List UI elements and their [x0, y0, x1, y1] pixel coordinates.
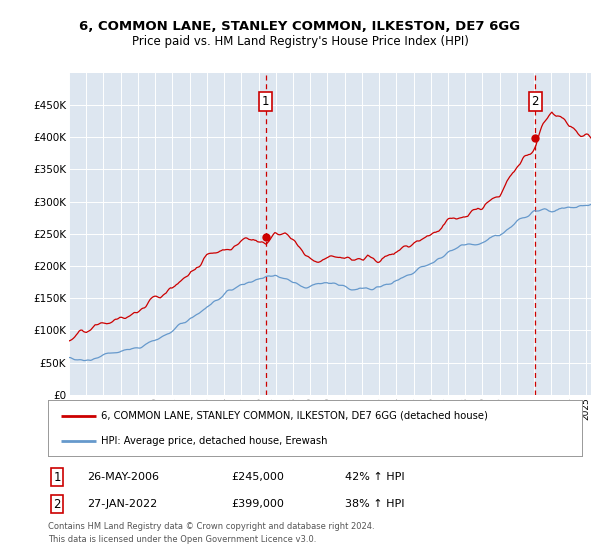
Text: £245,000: £245,000: [231, 472, 284, 482]
Text: 2: 2: [53, 497, 61, 511]
Text: 6, COMMON LANE, STANLEY COMMON, ILKESTON, DE7 6GG: 6, COMMON LANE, STANLEY COMMON, ILKESTON…: [79, 20, 521, 32]
Text: HPI: Average price, detached house, Erewash: HPI: Average price, detached house, Erew…: [101, 436, 328, 446]
Text: 42% ↑ HPI: 42% ↑ HPI: [345, 472, 404, 482]
Text: Contains HM Land Registry data © Crown copyright and database right 2024.
This d: Contains HM Land Registry data © Crown c…: [48, 522, 374, 544]
Text: 2: 2: [532, 95, 539, 108]
Text: 27-JAN-2022: 27-JAN-2022: [87, 499, 157, 509]
Text: 1: 1: [53, 470, 61, 484]
Text: Price paid vs. HM Land Registry's House Price Index (HPI): Price paid vs. HM Land Registry's House …: [131, 35, 469, 48]
Text: 6, COMMON LANE, STANLEY COMMON, ILKESTON, DE7 6GG (detached house): 6, COMMON LANE, STANLEY COMMON, ILKESTON…: [101, 410, 488, 421]
Text: 26-MAY-2006: 26-MAY-2006: [87, 472, 159, 482]
Text: 38% ↑ HPI: 38% ↑ HPI: [345, 499, 404, 509]
Text: 1: 1: [262, 95, 269, 108]
Text: £399,000: £399,000: [231, 499, 284, 509]
